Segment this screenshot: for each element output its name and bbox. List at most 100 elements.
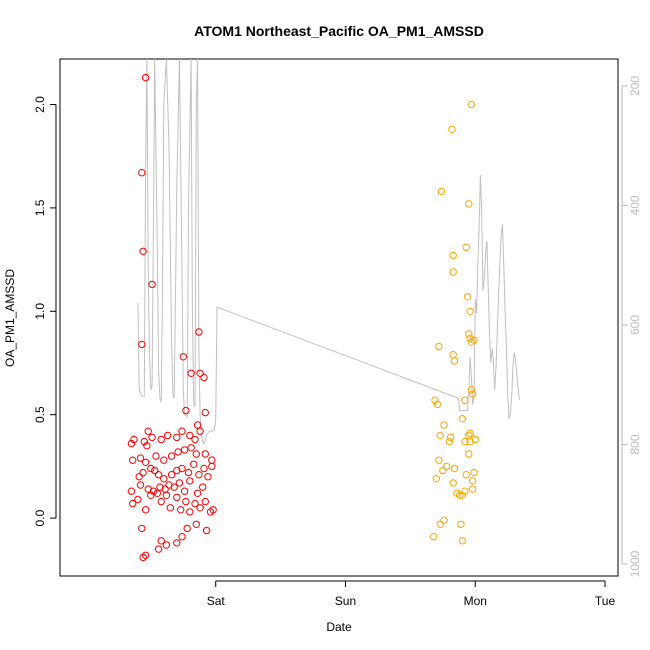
y-tick-label: 0.5 [33, 406, 47, 423]
right-tick-label: 800 [628, 434, 642, 454]
y-tick-label: 1.0 [33, 303, 47, 320]
x-axis-label: Date [326, 620, 352, 634]
data-point [446, 433, 455, 442]
data-point [201, 450, 210, 458]
data-point [136, 481, 145, 489]
data-point [191, 499, 199, 508]
data-point [187, 444, 195, 452]
data-point [448, 125, 456, 134]
data-point [180, 487, 189, 495]
data-point [449, 351, 457, 359]
data-point [469, 477, 477, 485]
data-point [134, 495, 142, 504]
data-point [141, 73, 150, 82]
data-point [458, 537, 466, 545]
data-point [161, 485, 169, 493]
data-point [200, 464, 208, 473]
data-point [206, 508, 215, 516]
data-point [138, 524, 146, 533]
data-point [465, 330, 473, 338]
data-point [465, 200, 473, 208]
data-point [157, 537, 165, 545]
data-point [162, 541, 171, 549]
series-2 [430, 100, 479, 545]
data-point [160, 456, 168, 464]
data-point [440, 516, 448, 524]
data-point [195, 471, 203, 479]
data-point [186, 477, 194, 485]
data-point [450, 464, 459, 473]
data-point [157, 435, 165, 444]
data-point [178, 464, 186, 473]
data-point [180, 446, 189, 454]
right-tick-label: 200 [628, 76, 642, 96]
data-point [170, 483, 178, 491]
data-point [466, 334, 474, 342]
data-point [195, 328, 203, 336]
x-tick-label: Sat [207, 594, 226, 608]
data-point [449, 479, 457, 487]
data-point [463, 293, 472, 301]
data-point [192, 450, 201, 458]
data-point [164, 431, 172, 440]
data-point [173, 466, 181, 475]
altitude-line [137, 59, 520, 445]
y-tick-label: 0.0 [33, 509, 47, 526]
right-tick-label: 400 [628, 195, 642, 215]
y-axis-label: OA_PM1_AMSSD [3, 269, 17, 367]
x-tick-label: Tue [595, 594, 616, 608]
data-point [193, 489, 202, 497]
data-point [152, 452, 160, 460]
data-point [174, 448, 182, 456]
data-point [147, 491, 155, 499]
data-point [178, 533, 186, 541]
chart-title: ATOM1 Northeast_Pacific OA_PM1_AMSSD [194, 23, 484, 39]
data-point [167, 471, 176, 479]
data-point [138, 340, 146, 349]
data-point [129, 456, 137, 464]
data-point [461, 487, 469, 495]
data-point [202, 526, 211, 535]
data-point [139, 553, 147, 562]
data-point [166, 504, 175, 512]
data-point [204, 473, 212, 481]
data-point [177, 506, 185, 514]
series-1 [127, 73, 217, 562]
data-point [135, 473, 143, 481]
data-point [191, 435, 199, 444]
data-point [148, 280, 156, 289]
y-axis: 0.0 0.5 1.0 1.5 2.0 [33, 96, 57, 526]
data-point [175, 479, 184, 487]
data-point [186, 508, 194, 516]
data-point [466, 429, 474, 437]
data-point [151, 466, 159, 475]
data-point [196, 504, 204, 512]
plot-area [59, 58, 619, 577]
plot-frame [59, 58, 619, 577]
data-point [443, 462, 451, 471]
data-point [141, 551, 150, 559]
data-point [436, 431, 444, 440]
data-point [148, 433, 156, 442]
data-point [167, 452, 176, 460]
data-point [435, 342, 443, 351]
data-point [129, 499, 137, 508]
data-point [173, 539, 181, 547]
data-point [436, 520, 444, 528]
data-point [466, 437, 474, 446]
data-point [461, 396, 469, 404]
data-point [437, 187, 446, 196]
data-point [435, 456, 443, 464]
data-point [143, 442, 151, 450]
data-point [141, 458, 150, 466]
data-point [127, 439, 136, 448]
right-tick-label: 600 [628, 315, 642, 335]
data-point [179, 353, 188, 361]
data-point [183, 524, 191, 533]
data-point [147, 464, 155, 473]
data-point [193, 421, 202, 429]
data-point [196, 369, 204, 377]
right-tick-label: 1000 [628, 550, 642, 577]
